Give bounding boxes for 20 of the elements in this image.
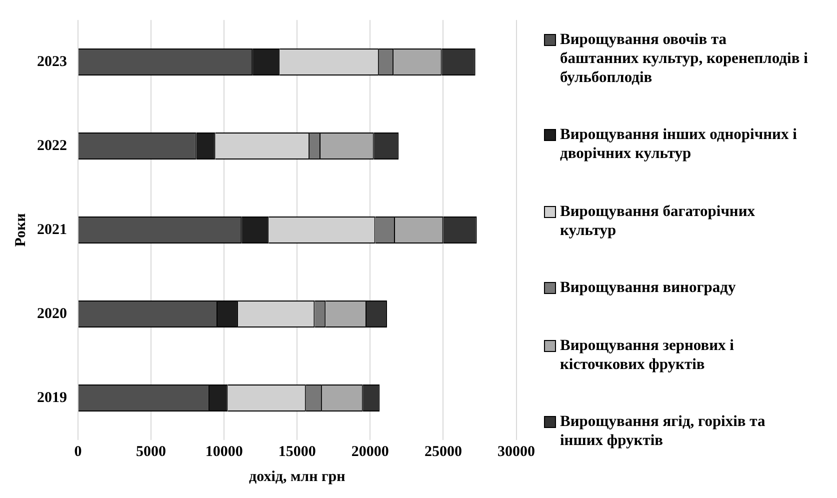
x-tick-label: 20000 [351, 444, 389, 460]
legend-label: Вирощування овочів та баштанних культур, коренеплодів і бульбоплодів [560, 30, 808, 87]
x-tick-label: 15000 [278, 444, 316, 460]
y-tick-label: 2022 [37, 138, 67, 154]
legend-label: Вирощування ягід, горіхів та інших фруктів [560, 412, 766, 450]
y-tick-label: 2020 [37, 306, 67, 322]
y-tick-label: 2023 [37, 54, 67, 70]
x-tick-label: 0 [74, 444, 82, 460]
x-tick-label: 30000 [498, 444, 535, 460]
x-tick-label: 25000 [424, 444, 462, 460]
y-axis-title: Роки [12, 212, 29, 247]
x-tick-label: 5000 [136, 444, 166, 460]
legend-label: Вирощування зернових і кісточкових фруктів [560, 336, 735, 374]
y-tick-label: 2019 [37, 390, 67, 406]
y-tick-label: 2021 [37, 222, 67, 238]
x-tick-label: 10000 [205, 444, 243, 460]
legend-label: Вирощування інших однорічних і дворічних культур [560, 125, 798, 164]
x-axis-title: дохід, млн грн [248, 468, 346, 485]
legend-label: Вирощування винограду [560, 278, 736, 298]
legend-label: Вирощування багаторічних культур [560, 202, 756, 240]
